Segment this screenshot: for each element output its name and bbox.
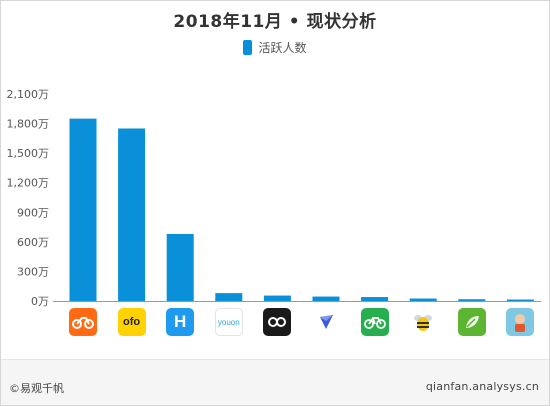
y-tick-label: 2,100万: [7, 88, 50, 101]
chart-legend: 活跃人数: [1, 39, 549, 56]
youon-logo-text: youon: [217, 317, 240, 327]
y-tick-label: 300万: [17, 265, 49, 278]
y-tick-label: 900万: [17, 206, 49, 219]
footer: ©易观千帆 qianfan.analysys.cn: [1, 359, 549, 405]
bar-ofo: [118, 128, 146, 301]
hellobike-app-icon: H: [166, 308, 195, 336]
ofo-logo-text: ofo: [123, 316, 141, 328]
y-tick-label: 1,200万: [7, 177, 50, 190]
bar-green-leaf: [458, 299, 486, 301]
loop-app-icon: [263, 308, 292, 336]
green-bicycle-app-icon: [360, 308, 389, 336]
bar-hellobike: [166, 233, 194, 301]
hellobike-logo-text: H: [174, 312, 187, 331]
bar-bee: [409, 298, 437, 301]
legend-label: 活跃人数: [258, 41, 307, 55]
bee-app-icon: [409, 308, 438, 336]
bar-youon: [215, 293, 243, 301]
bar-mobike: [69, 118, 97, 302]
footer-copyright: ©易观千帆: [9, 382, 64, 395]
arrow-app-icon: [312, 308, 340, 336]
mobike-app-icon: [69, 308, 97, 336]
bar-loop: [263, 295, 291, 301]
y-tick-label: 1,500万: [7, 147, 50, 160]
bar-arrow: [312, 296, 340, 301]
y-tick-label: 1,800万: [7, 118, 50, 131]
ofo-app-icon: ofo: [117, 308, 146, 336]
green-leaf-app-icon: [457, 308, 486, 336]
bar-chart-plot: 0万 300万 600万 900万 1,200万 1,500万 1,800万 2,100万: [7, 88, 541, 308]
legend-swatch: [243, 40, 253, 55]
footer-url: qianfan.analysys.cn: [425, 380, 539, 393]
y-tick-label: 600万: [17, 236, 49, 249]
bar-green-bicycle: [361, 297, 389, 301]
cartoon-app-icon: [506, 308, 535, 336]
y-tick-label: 0万: [31, 295, 49, 308]
bar-cartoon: [506, 299, 534, 301]
youon-app-icon: youon: [214, 308, 243, 336]
chart-title: 2018年11月 • 现状分析: [173, 12, 377, 32]
